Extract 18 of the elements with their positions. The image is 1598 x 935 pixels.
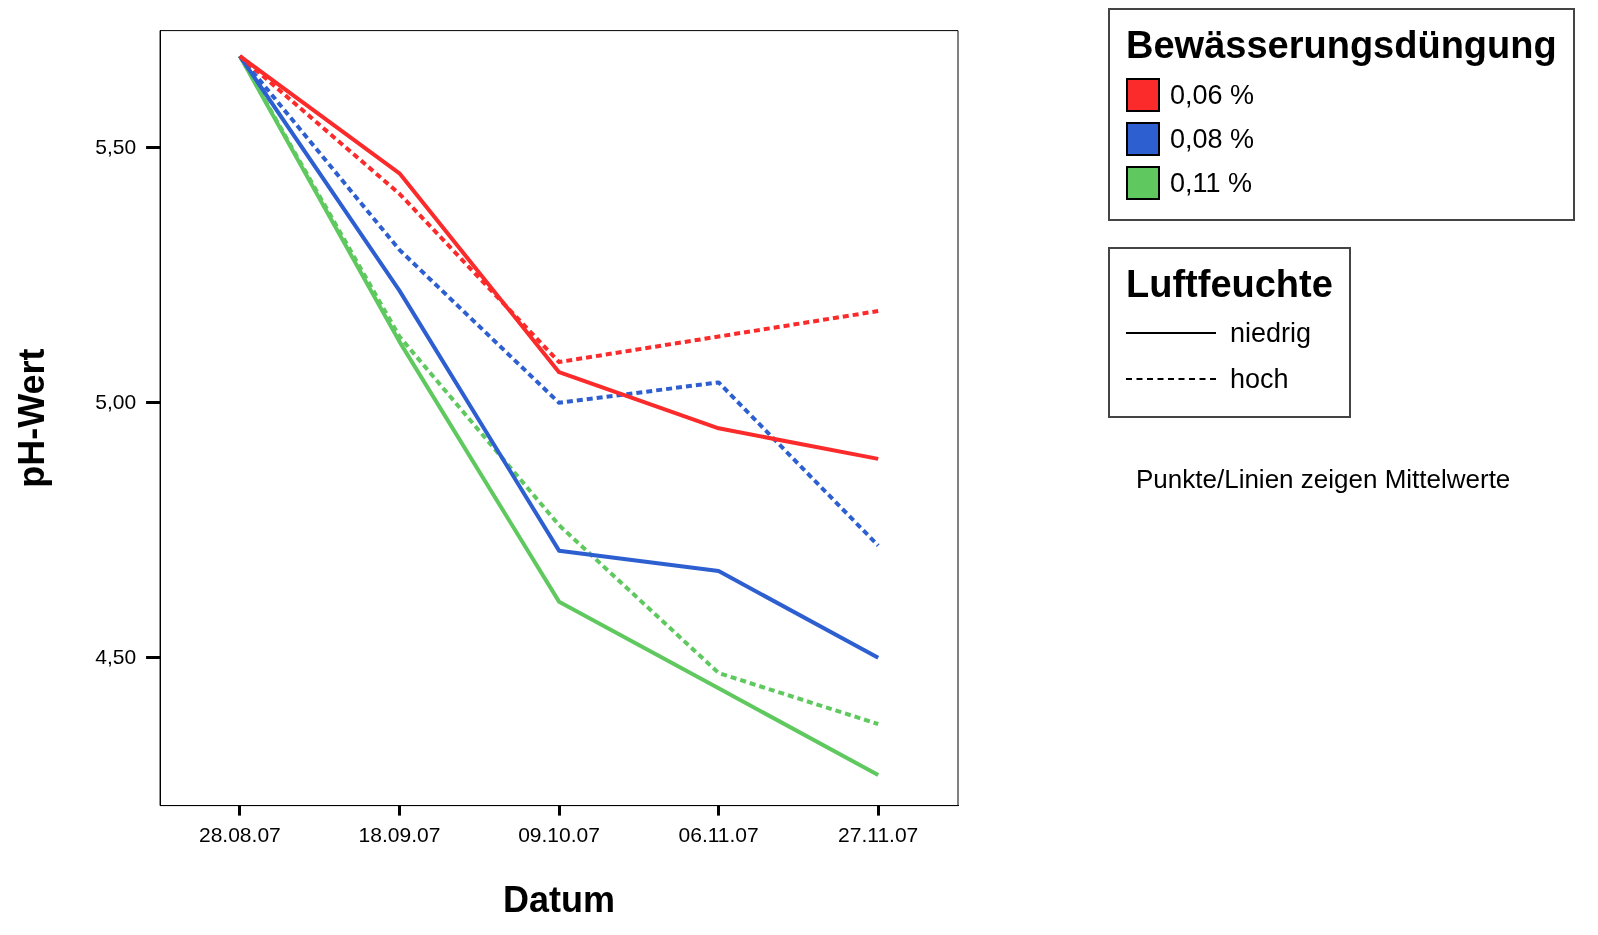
legend-label: 0,11 % bbox=[1170, 167, 1253, 199]
legend-label: 0,08 % bbox=[1170, 123, 1255, 155]
x-tick-label: 09.10.07 bbox=[518, 823, 600, 846]
y-axis-title: pH-Wert bbox=[10, 348, 52, 488]
x-tick-label: 06.11.07 bbox=[678, 823, 759, 846]
y-tick-label: 4,50 bbox=[95, 644, 137, 668]
text: Luftfeuchte bbox=[1126, 263, 1333, 306]
x-tick-label: 28.08.07 bbox=[198, 823, 281, 846]
legend-label: 0,06 % bbox=[1170, 79, 1255, 111]
x-tick-label: 18.09.07 bbox=[358, 823, 441, 846]
text: hoch bbox=[1230, 363, 1289, 395]
text: Punkte/Linien zeigen Mittelwerte bbox=[1136, 464, 1511, 495]
y-tick-label: 5,50 bbox=[95, 134, 137, 158]
y-tick-label: 5,00 bbox=[95, 389, 137, 413]
x-axis-title: Datum bbox=[503, 879, 616, 921]
text: niedrig bbox=[1230, 317, 1312, 349]
legend-title: Bewässerungsdüngung bbox=[1126, 24, 1557, 67]
x-tick-label: 27.11.07 bbox=[838, 823, 919, 846]
